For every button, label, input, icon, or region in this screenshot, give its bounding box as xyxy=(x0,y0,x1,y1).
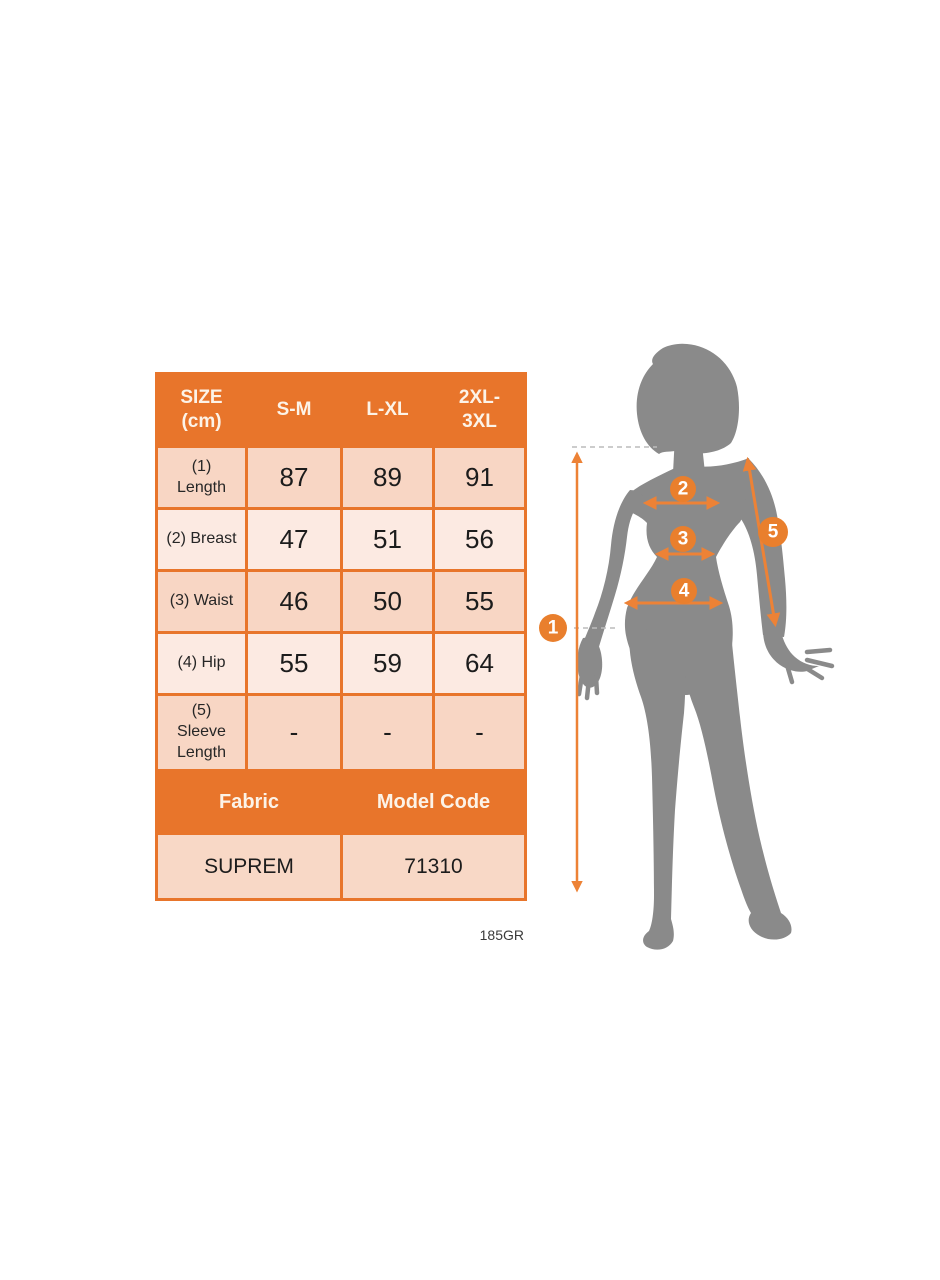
badge-number: 5 xyxy=(768,522,779,543)
header-l-xl: L-XL xyxy=(340,372,435,448)
weight-footnote: 185GR xyxy=(479,927,524,943)
model-code-value: 71310 xyxy=(340,832,527,901)
table-row-length: (1) Length 87 89 91 xyxy=(155,445,527,510)
size-value-cell: 50 xyxy=(340,569,435,634)
silhouette-neck xyxy=(673,435,705,473)
table-row-hip: (4) Hip 55 59 64 xyxy=(155,631,527,696)
size-value-cell: 89 xyxy=(340,445,435,510)
female-silhouette xyxy=(576,343,835,950)
badge-circle xyxy=(758,517,788,547)
measure-badge-4: 4 xyxy=(671,578,697,604)
size-value-cell: 64 xyxy=(432,631,527,696)
badge-circle xyxy=(670,476,696,502)
size-value-cell: 51 xyxy=(340,507,435,572)
row-label: (1) Length xyxy=(155,445,248,510)
badge-number: 3 xyxy=(678,529,689,550)
row-label: (4) Hip xyxy=(155,631,248,696)
sleeve-measure-arrow xyxy=(742,456,781,628)
fabric-header: Fabric xyxy=(155,769,343,835)
size-value-cell: 55 xyxy=(432,569,527,634)
table-row-breast: (2) Breast 47 51 56 xyxy=(155,507,527,572)
header-size-cm: SIZE (cm) xyxy=(155,372,248,448)
size-value-cell: 87 xyxy=(245,445,343,510)
size-value-cell: 91 xyxy=(432,445,527,510)
measure-badge-1: 1 xyxy=(539,614,567,642)
size-value-cell: 47 xyxy=(245,507,343,572)
measure-badge-3: 3 xyxy=(670,526,696,552)
row-label: (2) Breast xyxy=(155,507,248,572)
measure-badge-5: 5 xyxy=(758,517,788,547)
measure-badge-2: 2 xyxy=(670,476,696,502)
row-label: (3) Waist xyxy=(155,569,248,634)
body-measurement-diagram: 1 2 3 4 5 xyxy=(539,343,835,950)
silhouette-right-leg xyxy=(683,640,792,940)
silhouette-right-fingers xyxy=(784,647,835,685)
badge-circle xyxy=(670,526,696,552)
size-value-cell: - xyxy=(432,693,527,772)
size-value-cell: 46 xyxy=(245,569,343,634)
model-code-header: Model Code xyxy=(340,769,527,835)
silhouette-head xyxy=(636,343,739,454)
badge-number: 2 xyxy=(678,479,689,500)
info-value-row: SUPREM 71310 xyxy=(155,832,527,901)
silhouette-left-fingers xyxy=(576,672,600,701)
size-value-cell: 56 xyxy=(432,507,527,572)
row-label: (5) Sleeve Length xyxy=(155,693,248,772)
table-row-sleeve-length: (5) Sleeve Length - - - xyxy=(155,693,527,772)
silhouette-left-leg xyxy=(629,625,686,950)
silhouette-left-arm xyxy=(582,490,645,650)
size-value-cell: - xyxy=(245,693,343,772)
info-header-row: Fabric Model Code xyxy=(155,769,527,835)
header-s-m: S-M xyxy=(245,372,343,448)
badge-circle xyxy=(671,578,697,604)
badge-number: 4 xyxy=(679,581,690,602)
size-value-cell: 55 xyxy=(245,631,343,696)
table-row-waist: (3) Waist 46 50 55 xyxy=(155,569,527,634)
badge-number: 1 xyxy=(548,618,559,639)
size-value-cell: 59 xyxy=(340,631,435,696)
silhouette-right-hand xyxy=(763,630,819,672)
size-table: SIZE (cm) S-M L-XL 2XL- 3XL (1) Length 8… xyxy=(155,372,527,901)
badge-circle xyxy=(539,614,567,642)
header-2xl-3xl: 2XL- 3XL xyxy=(432,372,527,448)
size-value-cell: - xyxy=(340,693,435,772)
size-table-header-row: SIZE (cm) S-M L-XL 2XL- 3XL xyxy=(155,372,527,448)
fabric-value: SUPREM xyxy=(155,832,343,901)
